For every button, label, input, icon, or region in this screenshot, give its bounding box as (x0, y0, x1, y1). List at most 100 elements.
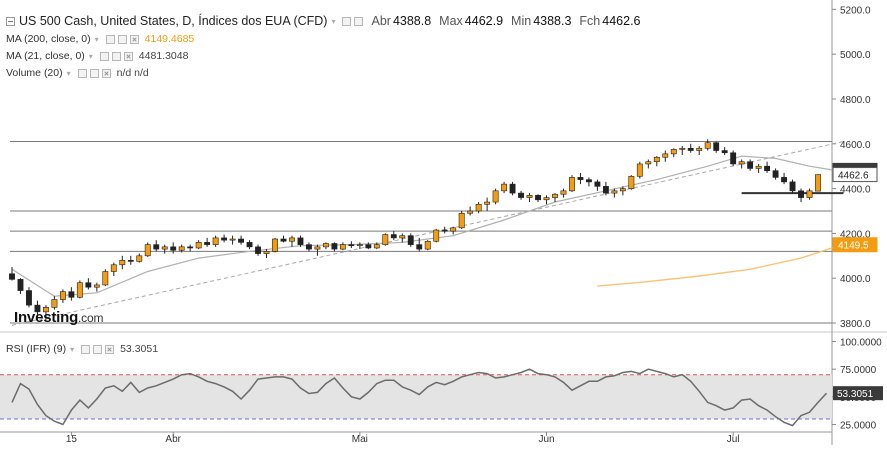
candle-body (653, 156, 660, 163)
candle-body (611, 190, 618, 194)
candle-body (161, 246, 168, 250)
settings-icon[interactable] (77, 68, 87, 78)
close-icon[interactable] (123, 51, 133, 61)
settings-icon[interactable] (81, 344, 91, 354)
candle-body (136, 255, 143, 262)
rsi-tick-label: 75.0000 (840, 365, 877, 376)
rsi-value: 53.3051 (120, 343, 159, 355)
candle-body (221, 237, 228, 241)
rsi-value-box (833, 386, 883, 401)
close-icon[interactable] (129, 34, 139, 44)
candle-body (204, 242, 211, 245)
main-legend: US 500 Cash, United States, D, Índices d… (6, 14, 641, 28)
candle-body (484, 201, 491, 205)
low-value: 4388.3 (533, 14, 572, 28)
time-tick-label: Abr (165, 434, 181, 445)
candle-body (424, 240, 431, 250)
candle-body (602, 186, 609, 194)
candle-body (433, 229, 440, 242)
price-tick-label: 5000.0 (840, 50, 871, 61)
candle-body (704, 142, 711, 149)
candle-body (781, 177, 787, 183)
volume-label: Volume (20) (6, 67, 63, 79)
candle-body (407, 235, 414, 245)
candle-body (9, 273, 15, 280)
candle-body (119, 260, 126, 266)
candle-body (696, 147, 703, 151)
candle-body (322, 243, 329, 248)
settings-icon[interactable] (342, 16, 352, 26)
chevron-down-icon[interactable]: ▾ (70, 344, 75, 354)
candle-body (272, 238, 278, 252)
candle-body (518, 192, 524, 198)
chevron-down-icon[interactable]: ▾ (88, 51, 93, 61)
hide-icon[interactable] (354, 16, 364, 26)
candle-body (687, 147, 694, 151)
candle-body (390, 234, 397, 239)
price-tick-label: 5200.0 (840, 5, 871, 16)
logo-suffix: .com (78, 311, 104, 325)
volume-value: n/d n/d (116, 67, 149, 79)
rsi-label: RSI (IFR) (9) (6, 343, 67, 355)
candle-body (755, 165, 762, 169)
candle-body (263, 251, 270, 254)
rsi-tick-label: 100.0000 (840, 338, 882, 349)
close-icon[interactable] (101, 68, 111, 78)
candle-body (628, 175, 635, 189)
chevron-down-icon[interactable]: ▾ (331, 16, 336, 26)
candle-body (467, 210, 474, 214)
investing-logo: Investing.com (14, 309, 103, 326)
candle-body (492, 190, 499, 203)
settings-icon[interactable] (105, 34, 115, 44)
candle-body (26, 290, 32, 306)
candle-body (17, 279, 24, 291)
settings-icon[interactable] (99, 51, 109, 61)
candle-body (815, 174, 821, 192)
candle-body (772, 170, 779, 178)
candle-body (764, 165, 771, 171)
collapse-icon[interactable] (6, 16, 15, 26)
candle-body (738, 161, 745, 165)
ma21-value: 4481.3048 (138, 50, 189, 62)
chevron-down-icon[interactable]: ▾ (66, 68, 71, 78)
candle-body (153, 244, 160, 250)
candle-body (382, 234, 389, 245)
hide-icon[interactable] (111, 51, 121, 61)
candle-body (552, 193, 558, 198)
hide-icon[interactable] (93, 344, 103, 354)
close-value: 4462.6 (602, 14, 641, 28)
candle-body (441, 229, 448, 232)
candle-body (798, 190, 804, 198)
candle-body (594, 181, 601, 187)
candle-body (51, 299, 58, 308)
ma21-label: MA (21, close, 0) (6, 50, 85, 62)
candle-body (501, 183, 508, 192)
candle-body (76, 282, 83, 298)
candle-body (670, 149, 677, 155)
candle-body (806, 190, 813, 198)
time-tick-label: Mai (352, 434, 368, 445)
price-tick-label: 4400.0 (840, 185, 871, 196)
candle-body (170, 246, 177, 251)
candle-body (543, 197, 550, 201)
candle-body (560, 190, 567, 195)
price-label-box (832, 167, 878, 183)
hide-icon[interactable] (117, 34, 127, 44)
chevron-down-icon[interactable]: ▾ (94, 34, 99, 44)
candle-body (306, 244, 312, 250)
candle-body (721, 150, 728, 154)
candle-body (356, 244, 363, 247)
time-tick-label: Jun (538, 434, 554, 445)
candle-body (93, 284, 100, 288)
hide-icon[interactable] (89, 68, 99, 78)
candle-body (475, 203, 482, 212)
candle-body (246, 242, 253, 248)
time-tick-label: 15 (66, 434, 78, 445)
symbol-title: US 500 Cash, United States, D, Índices d… (19, 14, 328, 28)
candle-body (645, 161, 652, 165)
candle-body (43, 307, 49, 313)
candle-body (127, 260, 134, 262)
close-icon[interactable] (105, 344, 115, 354)
candle-body (195, 242, 202, 249)
